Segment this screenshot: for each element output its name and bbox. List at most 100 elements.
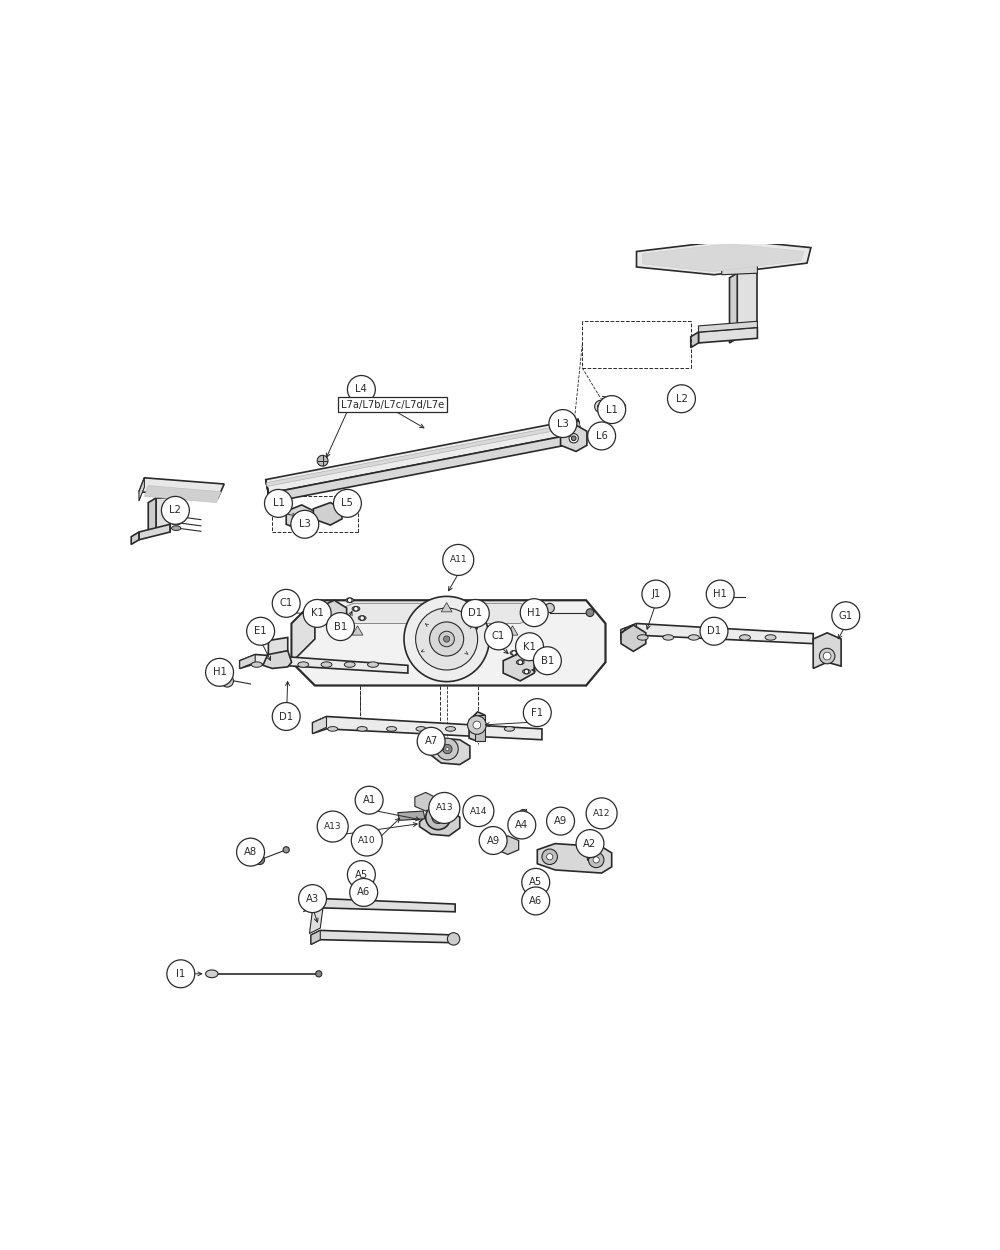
Ellipse shape	[352, 606, 360, 611]
Text: A1: A1	[362, 795, 376, 805]
Circle shape	[432, 811, 444, 824]
Ellipse shape	[714, 635, 725, 640]
Polygon shape	[268, 432, 582, 502]
Ellipse shape	[504, 726, 514, 731]
Text: A13: A13	[435, 804, 453, 812]
Circle shape	[542, 849, 557, 865]
Circle shape	[533, 879, 538, 882]
Circle shape	[533, 646, 561, 675]
Circle shape	[524, 669, 529, 674]
Text: L1: L1	[606, 405, 618, 415]
Text: A6: A6	[357, 888, 370, 898]
Circle shape	[437, 739, 458, 760]
Circle shape	[508, 811, 536, 839]
Circle shape	[283, 846, 289, 853]
Circle shape	[359, 864, 371, 876]
Text: A2: A2	[583, 839, 597, 849]
Polygon shape	[698, 328, 757, 342]
Text: A7: A7	[424, 736, 438, 746]
Circle shape	[479, 826, 507, 855]
Ellipse shape	[346, 598, 354, 602]
Ellipse shape	[444, 794, 450, 798]
Polygon shape	[578, 419, 582, 442]
Text: A13: A13	[324, 822, 342, 831]
Circle shape	[516, 632, 544, 661]
Circle shape	[588, 422, 616, 450]
Circle shape	[298, 516, 302, 520]
Circle shape	[545, 604, 554, 612]
Circle shape	[443, 745, 452, 754]
Circle shape	[549, 410, 577, 437]
Ellipse shape	[510, 650, 518, 655]
Circle shape	[444, 636, 450, 642]
Polygon shape	[303, 899, 323, 911]
Polygon shape	[698, 321, 757, 332]
Text: G1: G1	[839, 611, 853, 621]
Polygon shape	[537, 844, 612, 872]
Text: L3: L3	[557, 419, 569, 429]
Circle shape	[426, 805, 450, 830]
Ellipse shape	[321, 661, 332, 668]
Text: K1: K1	[523, 641, 536, 651]
Text: H1: H1	[213, 668, 226, 678]
Circle shape	[350, 879, 378, 906]
Text: D1: D1	[707, 626, 721, 636]
Text: A9: A9	[486, 835, 500, 845]
Circle shape	[255, 855, 264, 865]
Text: L6: L6	[596, 431, 608, 441]
Ellipse shape	[344, 661, 355, 668]
Polygon shape	[441, 602, 452, 611]
Circle shape	[485, 622, 512, 650]
Circle shape	[619, 404, 626, 410]
Circle shape	[642, 580, 670, 608]
Polygon shape	[309, 904, 323, 934]
Circle shape	[598, 404, 604, 410]
Circle shape	[557, 820, 561, 824]
Polygon shape	[431, 739, 470, 765]
Text: A6: A6	[529, 896, 542, 906]
Circle shape	[206, 659, 234, 686]
Text: H1: H1	[527, 608, 541, 618]
Circle shape	[547, 854, 553, 860]
Polygon shape	[420, 810, 460, 836]
Circle shape	[296, 514, 305, 522]
Text: A12: A12	[593, 809, 610, 818]
Circle shape	[522, 869, 550, 896]
Circle shape	[547, 808, 575, 835]
Circle shape	[291, 510, 319, 539]
Ellipse shape	[357, 726, 367, 731]
Circle shape	[417, 728, 445, 755]
Circle shape	[429, 792, 460, 824]
Ellipse shape	[387, 726, 397, 731]
Circle shape	[586, 798, 617, 829]
Text: A3: A3	[306, 894, 319, 904]
Text: K1: K1	[311, 609, 324, 619]
Polygon shape	[637, 240, 811, 275]
Text: A11: A11	[449, 555, 467, 565]
Polygon shape	[621, 624, 637, 639]
Polygon shape	[643, 244, 804, 271]
Polygon shape	[507, 626, 518, 635]
Text: A8: A8	[244, 848, 257, 858]
Circle shape	[823, 652, 831, 660]
Polygon shape	[561, 425, 587, 451]
Text: L7a/L7b/L7c/L7d/L7e: L7a/L7b/L7c/L7d/L7e	[341, 400, 444, 410]
Polygon shape	[156, 498, 170, 532]
Circle shape	[606, 805, 614, 814]
Text: A9: A9	[554, 816, 567, 826]
Circle shape	[612, 398, 618, 404]
Circle shape	[463, 795, 494, 826]
Circle shape	[586, 609, 594, 616]
Ellipse shape	[328, 726, 338, 731]
Circle shape	[272, 590, 300, 618]
Polygon shape	[338, 604, 532, 624]
Polygon shape	[268, 638, 288, 655]
Circle shape	[167, 960, 195, 988]
Ellipse shape	[516, 660, 524, 665]
Polygon shape	[313, 716, 542, 740]
Text: L3: L3	[299, 519, 311, 529]
Circle shape	[351, 825, 382, 856]
Circle shape	[347, 375, 375, 404]
Circle shape	[272, 703, 300, 730]
Circle shape	[333, 490, 361, 518]
